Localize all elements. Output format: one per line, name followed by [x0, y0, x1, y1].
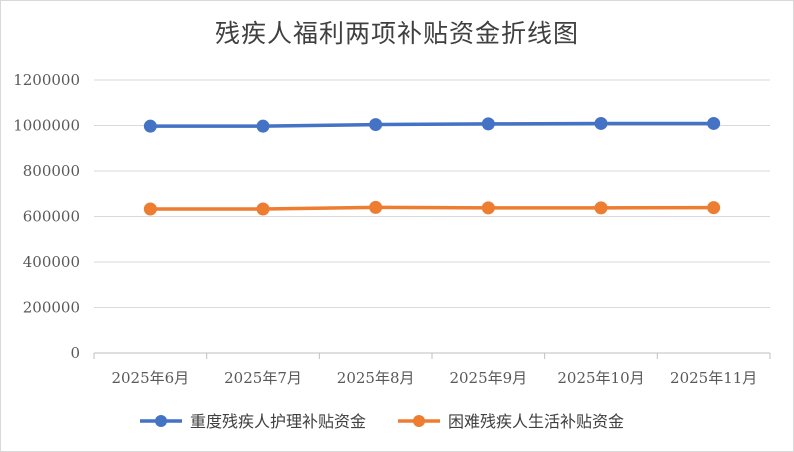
data-point-2: [143, 202, 157, 216]
legend-label: 困难残疾人生活补贴资金: [448, 412, 624, 431]
x-tick-label: 2025年7月: [224, 369, 302, 387]
y-tick-label: 200000: [23, 299, 80, 317]
data-point-1: [143, 119, 157, 133]
x-tick-label: 2025年11月: [670, 369, 757, 387]
x-tick-label: 2025年9月: [449, 369, 527, 387]
y-tick-label: 1200000: [13, 71, 80, 89]
y-tick-label: 600000: [23, 208, 80, 226]
data-point-1: [369, 118, 383, 132]
data-point-1: [707, 116, 721, 130]
data-point-2: [256, 202, 270, 216]
data-point-1: [256, 119, 270, 133]
y-tick-label: 400000: [23, 253, 80, 271]
series-line-1: [150, 121, 714, 128]
series-line-2: [150, 205, 714, 211]
x-tick-label: 2025年6月: [111, 369, 189, 387]
legend-swatch-marker: [413, 415, 425, 427]
data-point-2: [594, 201, 608, 215]
y-tick-label: 1000000: [13, 117, 80, 135]
data-point-1: [594, 116, 608, 130]
legend-label: 重度残疾人护理补贴资金: [190, 412, 366, 431]
y-tick-label: 800000: [23, 162, 80, 180]
y-tick-label: 0: [70, 344, 80, 362]
legend-swatch-marker: [155, 415, 167, 427]
data-point-2: [707, 201, 721, 215]
chart-title: 残疾人福利两项补贴资金折线图: [214, 19, 579, 48]
x-tick-label: 2025年10月: [557, 369, 644, 387]
x-tick-label: 2025年8月: [337, 369, 415, 387]
data-point-1: [481, 117, 495, 131]
data-point-2: [369, 200, 383, 214]
data-point-2: [481, 201, 495, 215]
